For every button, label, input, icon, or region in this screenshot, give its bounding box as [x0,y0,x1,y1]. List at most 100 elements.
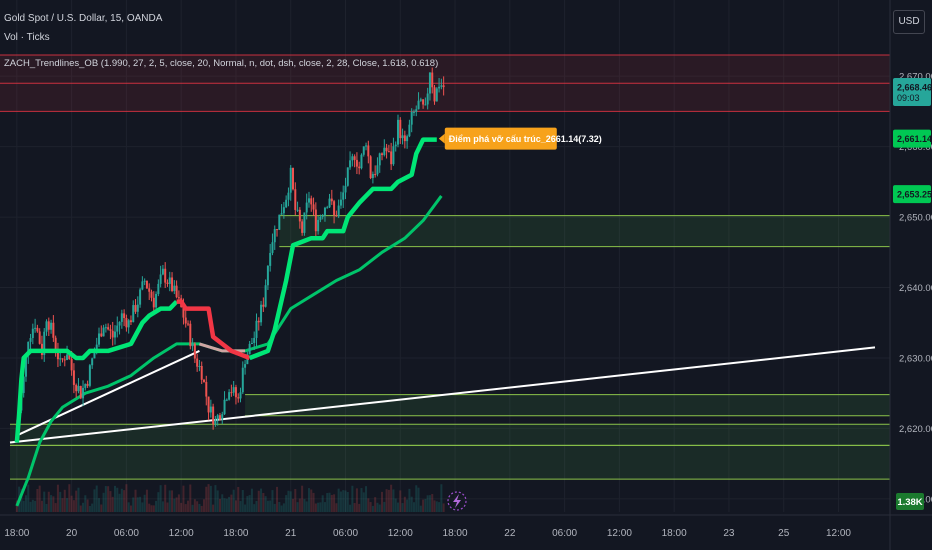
candle-body [221,414,224,420]
candle-body [143,280,146,282]
volume-bar [305,501,308,512]
volume-bar [381,491,384,512]
candle-body [260,304,263,323]
volume-bar [399,490,402,512]
candle-body [56,349,59,360]
volume-bar [40,500,43,512]
candle-body [43,331,46,355]
candle-body [406,136,409,142]
time-tick-label: 21 [285,528,297,539]
candle-body [157,283,160,294]
volume-bar [166,502,169,512]
candle-body [241,367,244,393]
volume-bar [344,490,347,512]
volume-bar [38,485,41,512]
candle-body [307,198,310,203]
candle-body [166,282,169,284]
currency-button[interactable]: USD [893,10,925,34]
candle-body [196,358,199,367]
annotation: Điểm phá vỡ cấu trúc_2661.14(7.32) [438,127,602,150]
volume-bar [223,498,226,512]
candle-body [173,285,176,291]
candle-body [266,265,269,286]
candle-body [271,242,274,253]
candle-body [365,145,368,147]
candle-body [410,111,413,125]
candle-body [285,199,288,208]
price-tag-countdown: 09:03 [897,93,920,103]
candle-body [323,207,326,216]
volume-bar [401,503,404,512]
volume-bar [47,491,50,512]
volume-bar [358,503,361,512]
candle-body [191,343,194,347]
candle-body [109,329,112,331]
volume-bar [330,494,333,512]
volume-bar [260,488,263,512]
volume-bar [435,501,438,512]
candle-body [435,88,438,102]
time-axis[interactable]: 18:00 20 06:00 12:00 18:00 21 06:00 12:00 18:00 2… [0,514,932,539]
volume-bar [376,502,379,512]
volume-bar [307,488,310,512]
volume-bar [406,499,409,512]
volume-bar [136,497,139,512]
candle-body [415,109,418,112]
volume-bar [109,491,112,512]
volume-bar [390,484,393,512]
volume-bar [296,502,299,512]
price-tick-label: 2,640.000 [899,283,932,294]
volume-bar [75,490,78,512]
volume-bar [52,496,55,512]
candle-body [289,167,292,193]
trendlines[interactable] [9,346,876,444]
volume-bar [387,489,390,512]
candle-body [63,359,66,361]
order-block-zones [10,215,891,480]
candle-body [216,415,219,420]
time-tick-label: 06:00 [114,528,139,539]
candle-body [387,151,390,153]
candle-body [93,351,96,359]
flash-icon [447,491,467,511]
candle-body [264,285,267,307]
volume-bar [292,498,295,512]
candle-body [225,399,228,401]
volume-bar [422,499,425,512]
candle-body [228,392,231,400]
volume-bar [29,501,32,512]
time-tick-label: 06:00 [552,528,577,539]
candle-body [269,252,272,266]
candle-body [237,397,240,399]
candle-body [202,379,205,382]
candle-body [419,99,422,101]
volume-bar [225,498,228,512]
candle-body [212,406,215,425]
volume-bar [34,500,37,512]
time-tick-label: 12:00 [169,528,194,539]
candle-body [177,297,180,299]
volume-bar [362,492,365,512]
candle-body [244,364,247,368]
volume-bar [175,497,178,512]
volume-bar [127,502,130,512]
zone-fill [10,445,890,480]
candle-body [102,327,105,337]
time-tick-label: 18:00 [4,528,29,539]
candle-body [86,383,89,386]
volume-bar [36,488,39,512]
candle-body [358,166,361,169]
candle-body [422,99,425,105]
candle-body [198,366,201,368]
candle-body [104,327,107,329]
volume-bar [408,488,411,512]
volume-bar [70,495,73,512]
volume-bar [323,502,326,512]
candle-body [171,277,174,291]
candle-body [77,386,80,392]
candle-body [161,268,164,275]
candle-body [136,304,139,312]
volume-bar [342,490,345,512]
annotation-pointer [438,133,445,144]
